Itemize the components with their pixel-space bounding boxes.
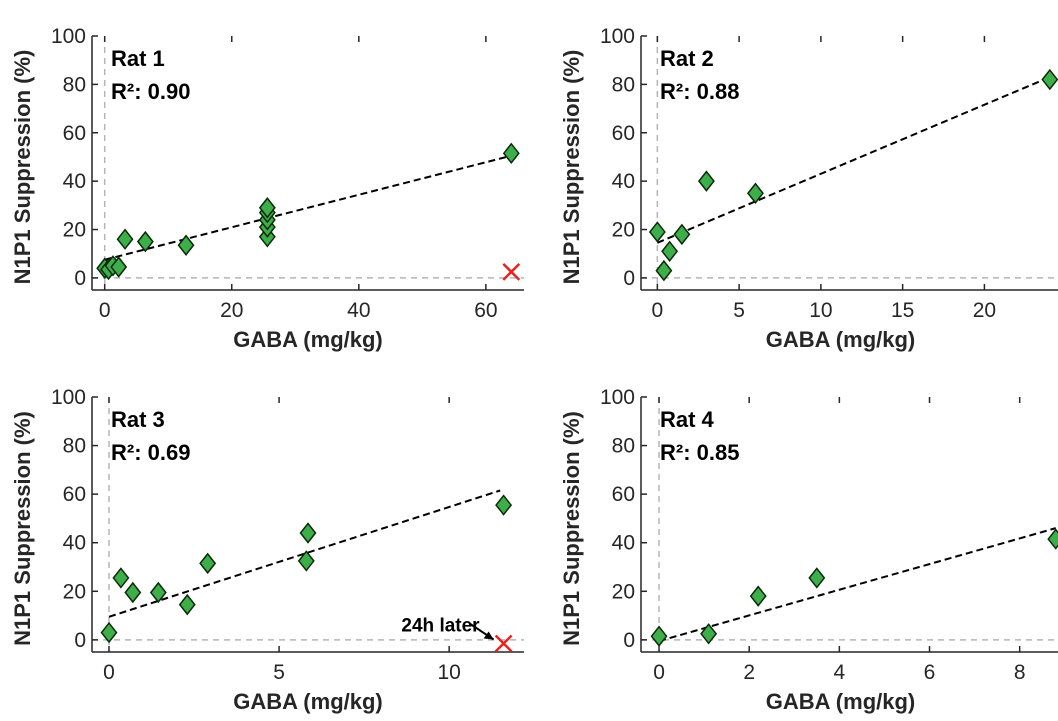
x-tick-label: 10 [809, 299, 832, 322]
data-point-diamond [700, 623, 718, 645]
y-tick-label: 80 [612, 435, 635, 458]
y-axis-label: N1P1 Suppression (%) [559, 411, 584, 646]
data-point-diamond [495, 494, 513, 516]
y-tick-label: 80 [612, 73, 635, 96]
y-tick-label: 100 [51, 25, 86, 48]
y-tick-label: 20 [63, 219, 86, 242]
y-tick-label: 20 [612, 580, 635, 603]
r-squared-label: R²: 0.69 [111, 440, 190, 465]
data-point-diamond [297, 550, 315, 572]
fit-line [104, 154, 512, 261]
x-tick-label: 60 [474, 299, 497, 322]
x-tick-label: 40 [347, 299, 370, 322]
x-tick-label: 15 [891, 299, 914, 322]
y-axis-label: N1P1 Suppression (%) [10, 50, 35, 285]
y-tick-label: 100 [600, 386, 635, 409]
y-tick-label: 80 [63, 73, 86, 96]
y-tick-label: 0 [74, 267, 86, 290]
y-tick-label: 60 [612, 122, 635, 145]
data-point-diamond [502, 142, 520, 165]
data-point-diamond [749, 585, 767, 607]
fit-line [656, 76, 1051, 244]
x-tick-label: 0 [99, 299, 111, 322]
x-tick-label: 5 [273, 661, 285, 684]
data-point-diamond [650, 625, 668, 647]
data-point-diamond [747, 182, 764, 204]
y-tick-label: 0 [74, 629, 86, 652]
r-squared-label: R²: 0.85 [660, 440, 739, 465]
data-point-diamond [1041, 68, 1058, 91]
fit-line [658, 527, 1057, 643]
y-tick-label: 40 [612, 532, 635, 555]
y-tick-label: 0 [623, 267, 635, 290]
x-tick-label: 4 [834, 661, 846, 684]
y-tick-label: 60 [63, 122, 86, 145]
data-point-diamond [116, 228, 134, 250]
x-tick-label: 5 [733, 299, 745, 322]
data-point-diamond [655, 259, 673, 282]
x-tick-label: 2 [743, 661, 755, 684]
x-tick-label: 8 [1014, 661, 1026, 684]
y-axis-label: N1P1 Suppression (%) [559, 50, 584, 285]
panel-title: Rat 2 [660, 46, 714, 71]
data-point-diamond [1047, 528, 1058, 550]
x-axis-label: GABA (mg/kg) [233, 327, 383, 352]
data-point-diamond [697, 170, 715, 192]
annotation-24h-later: 24h later [401, 616, 480, 637]
y-tick-label: 40 [612, 170, 635, 193]
panel-rat-1: 0 20 40 60 0 20 40 60 80 100 GABA (mg/kg) N1P1 Supp… [10, 25, 524, 352]
data-point-diamond [124, 581, 142, 604]
y-tick-label: 0 [623, 629, 635, 652]
fit-line [108, 489, 501, 618]
r-squared-label: R²: 0.88 [660, 79, 739, 104]
r-squared-label: R²: 0.90 [111, 79, 190, 104]
y-tick-label: 80 [63, 435, 86, 458]
panel-title: Rat 3 [111, 407, 165, 432]
y-tick-label: 60 [612, 483, 635, 506]
x-axis-label: GABA (mg/kg) [233, 689, 383, 714]
y-tick-label: 60 [63, 483, 86, 506]
x-tick-label: 20 [220, 299, 243, 322]
x-tick-label: 10 [437, 661, 460, 684]
data-point-diamond [100, 621, 118, 644]
data-point-diamond [112, 567, 130, 589]
x-axis-label: GABA (mg/kg) [766, 327, 916, 352]
data-point-diamond [110, 256, 128, 278]
annotation-arrowhead [483, 631, 494, 640]
data-point-diamond [258, 197, 276, 219]
y-tick-label: 20 [612, 219, 635, 242]
x-tick-label: 0 [653, 661, 665, 684]
excluded-point-cross [494, 634, 513, 653]
data-point-diamond [149, 581, 167, 604]
y-tick-label: 20 [63, 580, 86, 603]
panel-title: Rat 4 [660, 407, 715, 432]
y-tick-label: 40 [63, 532, 86, 555]
data-point-diamond [673, 223, 691, 246]
y-tick-label: 40 [63, 170, 86, 193]
data-point-diamond [177, 234, 195, 256]
data-point-diamond [808, 567, 826, 589]
data-point-diamond [199, 552, 217, 575]
data-point-diamond [178, 593, 196, 616]
data-point-diamond [661, 240, 679, 263]
x-tick-label: 20 [973, 299, 996, 322]
x-tick-label: 0 [103, 661, 115, 684]
excluded-point-cross [502, 262, 521, 281]
data-point-diamond [136, 230, 154, 253]
panel-rat-2: 0 5 10 15 20 0 20 40 60 80 100 GABA (mg/kg) N1P1 Sup… [559, 25, 1058, 352]
y-tick-label: 100 [600, 25, 635, 48]
data-point-diamond [648, 221, 666, 243]
x-tick-label: 6 [924, 661, 936, 684]
x-axis-label: GABA (mg/kg) [766, 689, 916, 714]
panel-title: Rat 1 [111, 46, 165, 71]
y-tick-label: 100 [51, 386, 86, 409]
data-point-diamond [299, 522, 317, 544]
y-axis-label: N1P1 Suppression (%) [10, 411, 35, 646]
x-tick-label: 0 [652, 299, 664, 322]
